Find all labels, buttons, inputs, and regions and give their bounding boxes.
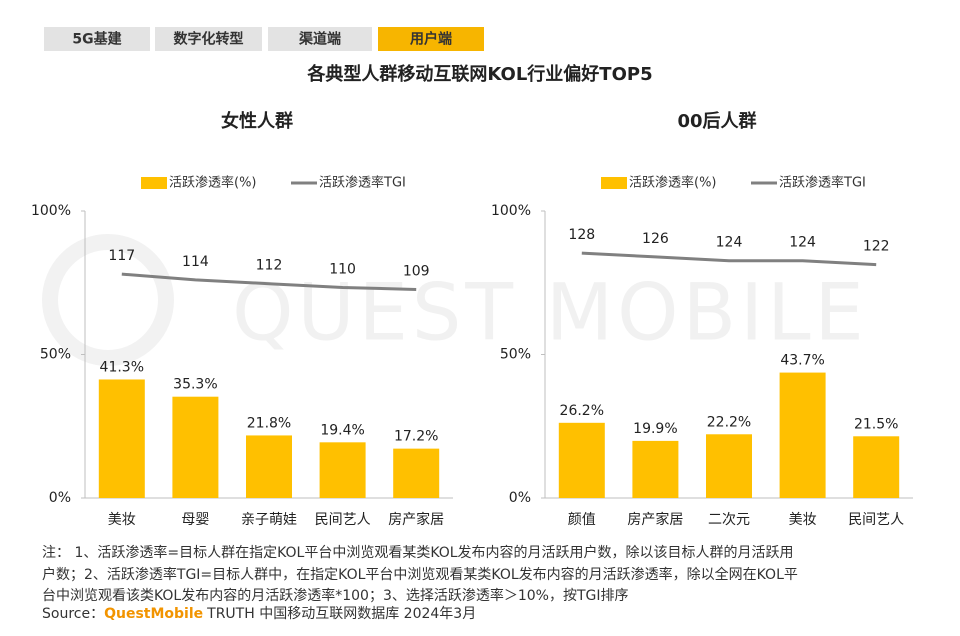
tab[interactable] (44, 27, 150, 51)
bar (393, 448, 440, 498)
bar (853, 436, 900, 498)
chart-title: 00后人群 (677, 110, 756, 132)
tab[interactable] (155, 27, 262, 51)
x-tick-label: 民间艺人 (848, 512, 904, 528)
value-label: 35.3% (173, 377, 217, 393)
tab-label[interactable]: 5G基建 (72, 31, 121, 48)
bar (246, 435, 292, 498)
line-value-label: 124 (716, 235, 743, 251)
y-tick-label: 0% (509, 490, 531, 506)
line-value-label: 114 (182, 254, 209, 270)
x-tick-label: 民间艺人 (315, 512, 371, 528)
note-line: 注： 1、活跃渗透率=目标人群在指定KOL平台中浏览观看某类KOL发布内容的月活… (42, 544, 794, 561)
line-value-label: 110 (329, 262, 356, 278)
tgi-line (581, 251, 877, 267)
x-tick-label: 母婴 (181, 512, 209, 528)
legend-swatch (141, 177, 167, 189)
bar (172, 396, 219, 498)
y-tick-label: 100% (491, 203, 531, 219)
source-label: Source： (42, 606, 104, 622)
value-label: 17.2% (394, 429, 438, 445)
tab[interactable] (268, 27, 372, 51)
line-value-label: 122 (863, 239, 890, 255)
bar (706, 434, 752, 498)
x-tick-label: 房产家居 (388, 511, 444, 528)
legend-label: 活跃渗透率(%) (629, 175, 717, 191)
value-label: 21.8% (247, 415, 291, 431)
x-tick-label: 二次元 (708, 512, 750, 528)
watermark-logo (42, 234, 174, 366)
source-text: TRUTH 中国移动互联网数据库 2024年3月 (206, 606, 476, 622)
value-label: 21.5% (854, 416, 898, 432)
source: Source：QuestMobile TRUTH 中国移动互联网数据库 2024年… (42, 606, 476, 622)
value-label: 19.4% (320, 422, 364, 438)
line-value-label: 126 (642, 231, 669, 247)
line-value-label: 128 (568, 227, 595, 243)
legend-swatch (601, 177, 627, 189)
value-label: 41.3% (100, 359, 144, 375)
legend-label: 活跃渗透率TGI (779, 175, 866, 191)
line-value-label: 109 (403, 263, 430, 279)
tab-label[interactable]: 数字化转型 (174, 31, 244, 48)
chart-title: 女性人群 (221, 110, 293, 132)
y-tick-label: 50% (500, 347, 531, 363)
page-title: 各典型人群移动互联网KOL行业偏好TOP5 (306, 63, 652, 85)
value-label: 19.9% (633, 421, 677, 437)
x-tick-label: 美妆 (108, 512, 136, 528)
note-line: 台中浏览观看该类KOL发布内容的月活跃渗透率*100；3、选择活跃渗透率＞10%… (42, 587, 629, 604)
value-label: 22.2% (707, 414, 751, 430)
value-label: 26.2% (560, 403, 604, 419)
x-tick-label: 美妆 (789, 512, 817, 528)
bar (779, 372, 826, 498)
bar (319, 442, 366, 498)
source-brand: QuestMobile (104, 606, 203, 622)
line-value-label: 117 (108, 248, 135, 264)
value-label: 43.7% (780, 353, 824, 369)
tgi-line (121, 272, 417, 291)
tab[interactable] (378, 27, 484, 51)
x-tick-label: 房产家居 (627, 511, 683, 528)
line-value-label: 112 (256, 258, 283, 274)
y-tick-label: 100% (31, 203, 71, 219)
tab-label[interactable]: 渠道端 (298, 31, 341, 48)
y-tick-label: 0% (49, 490, 71, 506)
tab-label[interactable]: 用户端 (410, 31, 452, 48)
bar (632, 440, 679, 498)
watermark: QUEST MOBILE (232, 268, 868, 358)
x-tick-label: 颜值 (568, 512, 596, 528)
bar (98, 379, 145, 498)
x-tick-label: 亲子萌娃 (241, 512, 297, 528)
note-line: 户数；2、活跃渗透率TGI=目标人群中，在指定KOL平台中浏览观看某类KOL发布… (42, 566, 798, 583)
legend-label: 活跃渗透率TGI (319, 175, 406, 191)
y-tick-label: 50% (40, 347, 71, 363)
bar (558, 422, 605, 498)
line-value-label: 124 (789, 235, 816, 251)
legend-label: 活跃渗透率(%) (169, 175, 257, 191)
